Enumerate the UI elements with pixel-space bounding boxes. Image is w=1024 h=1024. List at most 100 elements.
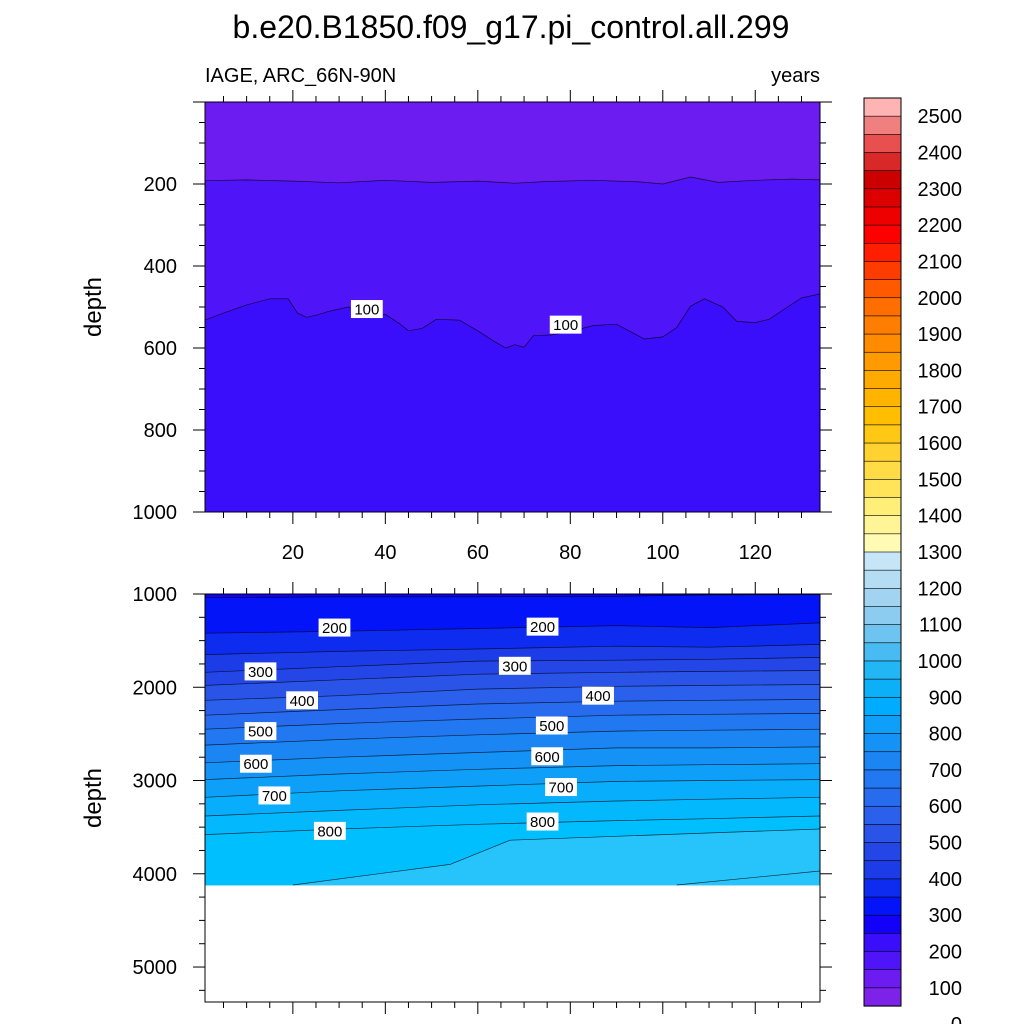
ocean-floor-mask (205, 885, 820, 1002)
colorbar-label: 1000 (918, 651, 963, 673)
contour-label: 300 (244, 662, 277, 681)
colorbar-swatch (863, 951, 902, 971)
contour-line (205, 644, 820, 655)
colorbar-label: 1700 (918, 397, 963, 419)
plot-frame (204, 593, 821, 1003)
plot-area: 200 200 300 300 400 400 500 500 600 600 700 700 800 8… (205, 594, 820, 1002)
contour-line (205, 657, 820, 673)
contour-label-text: 800 (530, 814, 555, 831)
colorbar-swatch (863, 115, 902, 135)
contour-fill-band (205, 293, 820, 512)
colorbar-swatch (863, 188, 902, 208)
contour-label-box (286, 691, 319, 710)
contour-line (676, 870, 820, 886)
contour-label-text: 600 (243, 756, 268, 773)
colorbar-swatch (863, 533, 902, 553)
colorbar-swatch (863, 660, 902, 680)
contour-label: 400 (582, 686, 614, 705)
contour-label: 400 (286, 691, 319, 710)
contour-label-box (526, 617, 559, 636)
colorbar-label: 1100 (919, 615, 962, 637)
colorbar-swatch (863, 624, 902, 644)
colorbar-label: 1500 (918, 469, 963, 491)
y-axis-label: depth (80, 277, 107, 337)
colorbar-swatch (863, 152, 902, 172)
colorbar-swatch (863, 969, 902, 989)
colorbar-label: 500 (929, 833, 962, 855)
colorbar-swatch (863, 370, 902, 390)
contour-label: 100 (350, 300, 383, 319)
y-tick-label: 800 (144, 420, 177, 442)
colorbar-label: 200 (929, 942, 962, 964)
colorbar-swatch (863, 170, 902, 190)
contour-line (205, 293, 820, 349)
contour-label-text: 200 (530, 619, 555, 636)
colorbar-swatch (863, 406, 902, 426)
contour-label-box (239, 754, 272, 773)
colorbar-swatch (863, 842, 902, 862)
colorbar-swatch (863, 134, 902, 154)
colorbar-swatch (863, 460, 902, 480)
x-tick-label: 100 (646, 542, 679, 564)
contour-label-box (531, 747, 564, 766)
contour-label: 100 (549, 315, 582, 334)
colorbar-swatch (863, 606, 902, 626)
colorbar-label: 100 (929, 978, 962, 1000)
contour-label-text: 500 (539, 718, 564, 735)
colorbar-swatch (863, 642, 902, 662)
contour-label: 500 (244, 722, 277, 741)
contour-label-text: 300 (248, 664, 273, 681)
colorbar-label: 400 (929, 869, 962, 891)
y-tick-label: 2000 (133, 677, 178, 699)
colorbar-label: 2300 (918, 179, 963, 201)
colorbar-label: 700 (929, 760, 962, 782)
contour-fill-band (292, 829, 820, 886)
colorbar-label: 1800 (918, 360, 963, 382)
units-label: years (771, 65, 820, 87)
colorbar-swatch (863, 933, 902, 953)
colorbar-swatch (863, 479, 902, 499)
x-tick-label: 60 (467, 542, 489, 564)
colorbar-swatch (863, 333, 902, 353)
contour-label-text: 700 (549, 780, 574, 797)
contour-label-text: 200 (322, 620, 347, 637)
y-tick-label: 3000 (133, 771, 178, 793)
contour-label: 600 (239, 754, 272, 773)
contour-line (205, 763, 820, 780)
colorbar-label: 1300 (918, 542, 963, 564)
plot-area: 100 100 (205, 102, 820, 512)
y-axis-label: depth (80, 768, 107, 828)
colorbar-label: 1400 (918, 506, 963, 528)
y-tick-label: 4000 (133, 864, 178, 886)
colorbar-swatch (863, 751, 902, 771)
contour-label: 200 (318, 618, 351, 637)
x-tick-label: 20 (282, 542, 304, 564)
contour-label-text: 100 (354, 302, 379, 319)
colorbar-label: 1200 (918, 578, 963, 600)
colorbar-swatch (863, 805, 902, 825)
colorbar-label: 600 (929, 796, 962, 818)
colorbar-label: 2500 (918, 106, 963, 128)
contour-label-text: 400 (586, 688, 611, 705)
y-tick-label: 200 (144, 174, 177, 196)
colorbar-swatch (863, 388, 902, 408)
contour-label-box (318, 618, 351, 637)
colorbar-swatch (863, 497, 902, 517)
colorbar-label: 2400 (918, 142, 963, 164)
colorbar-swatch (863, 787, 902, 807)
contour-line (205, 594, 820, 599)
contour-label: 700 (258, 786, 291, 805)
x-tick-label: 40 (374, 542, 396, 564)
contour-label-box (549, 315, 582, 334)
colorbar-swatch (863, 715, 902, 735)
colorbar-swatch (863, 678, 902, 698)
colorbar-label: 900 (929, 687, 962, 709)
contour-label: 700 (545, 778, 577, 797)
y-tick-label: 1000 (133, 584, 178, 606)
contour-label-box (350, 300, 383, 319)
colorbar-label: 0 (951, 1014, 962, 1024)
colorbar-label: 1600 (918, 433, 963, 455)
contour-label-box (258, 786, 291, 805)
colorbar-swatch (863, 224, 902, 244)
